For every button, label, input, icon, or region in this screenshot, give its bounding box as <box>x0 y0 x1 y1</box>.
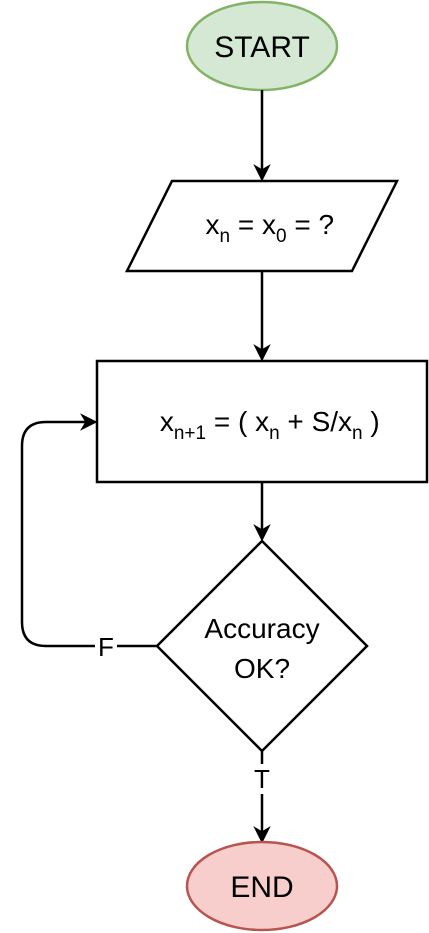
input-eq2: = ? <box>287 209 334 240</box>
process-sub3: n <box>352 423 363 444</box>
process-mid: = ( x <box>206 406 269 437</box>
false-label: F <box>98 632 114 662</box>
process-close: ) <box>363 406 380 437</box>
input-sub-zero: 0 <box>276 226 287 247</box>
edge-false-loop <box>20 413 157 648</box>
decision-node[interactable]: Accuracy OK? <box>155 539 369 753</box>
true-label: T <box>254 764 270 794</box>
input-sub-n: n <box>220 226 231 247</box>
end-node[interactable]: END <box>185 840 339 932</box>
end-label: END <box>230 871 293 904</box>
start-node[interactable]: START <box>185 0 339 92</box>
process-x1: x <box>160 406 174 437</box>
process-plus: + S/x <box>280 406 352 437</box>
process-node[interactable]: xn+1 = ( xn + S/xn ) <box>95 359 429 484</box>
decision-diamond <box>155 539 369 753</box>
start-label: START <box>214 31 310 64</box>
end-ellipse <box>185 840 339 932</box>
true-label-bg <box>250 764 274 794</box>
decision-line2: OK? <box>234 653 290 684</box>
input-x: x <box>206 209 220 240</box>
process-sub1: n+1 <box>174 423 206 444</box>
input-node[interactable]: xn = x0 = ? <box>124 179 400 273</box>
input-eq1: = x <box>230 209 276 240</box>
input-parallelogram <box>124 179 400 273</box>
false-label-bg <box>95 632 117 662</box>
process-sub2: n <box>269 423 280 444</box>
input-label: xn = x0 = ? <box>151 209 373 247</box>
decision-line1: Accuracy <box>204 613 319 644</box>
process-label: xn+1 = ( xn + S/xn ) <box>105 406 418 444</box>
